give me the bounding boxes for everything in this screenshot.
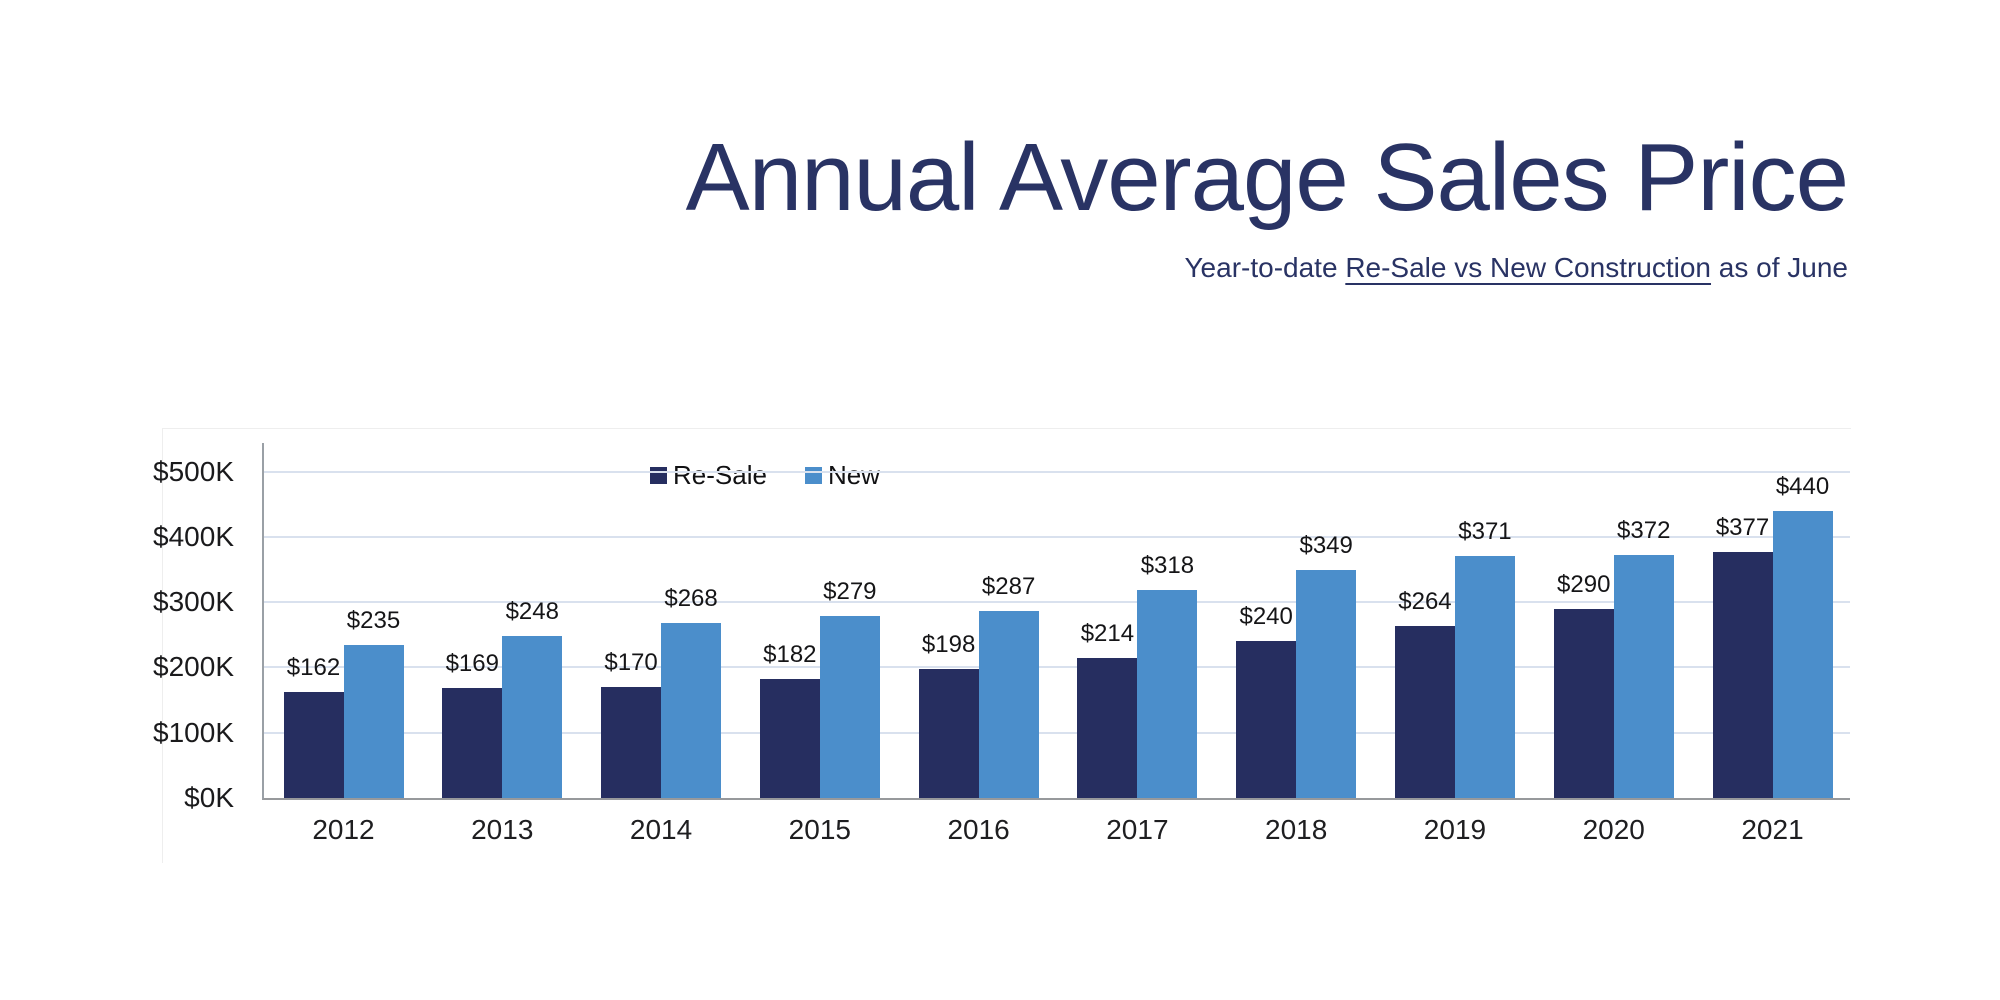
bar-re-sale-2017: [1077, 658, 1138, 798]
chart-subtitle: Year-to-date Re-Sale vs New Construction…: [686, 252, 1848, 284]
gridline: [264, 601, 1850, 604]
bar-value-label: $318: [1140, 552, 1195, 579]
x-axis-label-2015: 2015: [788, 814, 851, 845]
bar-value-label: $240: [1239, 603, 1293, 630]
bar-value-label: $264: [1398, 588, 1452, 615]
subtitle-suffix: as of June: [1711, 252, 1848, 283]
bar-new-2019: [1454, 556, 1515, 798]
bar-value-label: $182: [763, 641, 817, 668]
bar-re-sale-2021: [1712, 552, 1773, 798]
y-axis-label: $100K: [153, 716, 234, 748]
bar-chart-plot-area: Re-Sale New $0K $100K $200K $300K $400K $500K $…: [153, 443, 1850, 845]
legend-item-re-sale: Re-Sale: [650, 460, 767, 491]
x-axis-label-2020: 2020: [1582, 814, 1645, 845]
bar-new-2016: [978, 611, 1039, 798]
bar-value-label: $268: [664, 585, 718, 612]
bar-re-sale-2013: [442, 688, 503, 798]
x-axis-label-2012: 2012: [312, 814, 375, 845]
bar-value-label: $440: [1775, 473, 1830, 500]
bar-value-label: $198: [921, 631, 976, 658]
bar-new-2018: [1296, 570, 1357, 798]
bar-value-label: $371: [1458, 518, 1512, 545]
bar-value-label: $248: [505, 598, 559, 625]
x-axis-label-2014: 2014: [629, 814, 693, 845]
bar-new-2020: [1613, 555, 1674, 798]
chart-legend: Re-Sale New: [650, 460, 880, 491]
x-axis-label-2021: 2021: [1741, 814, 1804, 845]
gridline: [264, 666, 1850, 669]
x-axis-label-2013: 2013: [471, 814, 534, 845]
x-axis-label-2017: 2017: [1106, 814, 1169, 845]
bar-value-label: $290: [1557, 571, 1611, 598]
bar-value-label: $279: [823, 578, 877, 605]
gridline: [264, 731, 1850, 734]
bar-re-sale-2012: [283, 692, 344, 798]
bar-re-sale-2018: [1236, 641, 1297, 798]
bar-re-sale-2016: [918, 669, 979, 798]
subtitle-prefix: Year-to-date: [1184, 252, 1346, 283]
bar-value-label: $169: [445, 650, 499, 677]
legend-item-new: New: [804, 460, 880, 491]
y-axis-label: $500K: [153, 455, 234, 487]
bar-value-label: $372: [1617, 517, 1671, 544]
legend-label-re-sale: Re-Sale: [673, 460, 767, 490]
subtitle-underlined-text: Re-Sale vs New Construction: [1345, 252, 1712, 283]
bar-new-2017: [1137, 590, 1198, 798]
bar-re-sale-2019: [1394, 626, 1455, 798]
bar-re-sale-2014: [601, 687, 662, 798]
gridline: [264, 470, 1850, 473]
x-axis-label-2019: 2019: [1423, 814, 1487, 845]
chart-header: Annual Average Sales Price Year-to-date …: [685, 124, 1849, 284]
bar-value-label: $377: [1715, 514, 1770, 541]
bar-value-label: $214: [1080, 620, 1135, 647]
bar-new-2012: [343, 645, 404, 798]
legend-label-new: New: [827, 460, 880, 490]
bar-value-label: $162: [286, 654, 341, 681]
y-axis-label: $400K: [153, 520, 234, 552]
chart-title: Annual Average Sales Price: [685, 124, 1849, 231]
bar-new-2015: [819, 616, 880, 798]
bar-new-2013: [502, 636, 563, 798]
bar-value-label: $287: [981, 573, 1036, 600]
x-axis-label-2018: 2018: [1265, 814, 1328, 845]
y-axis-label: $300K: [153, 586, 234, 618]
y-axis-label: $0K: [184, 782, 234, 813]
gridline: [264, 535, 1850, 538]
bar-value-label: $170: [604, 649, 658, 676]
bar-value-label: $349: [1299, 532, 1353, 559]
x-axis-label-2016: 2016: [947, 814, 1010, 845]
y-axis-label: $200K: [153, 651, 234, 683]
bar-new-2014: [661, 623, 722, 798]
bar-re-sale-2015: [759, 679, 820, 798]
bar-new-2021: [1772, 511, 1833, 798]
bar-value-label: $235: [346, 607, 401, 634]
bar-re-sale-2020: [1553, 609, 1614, 798]
